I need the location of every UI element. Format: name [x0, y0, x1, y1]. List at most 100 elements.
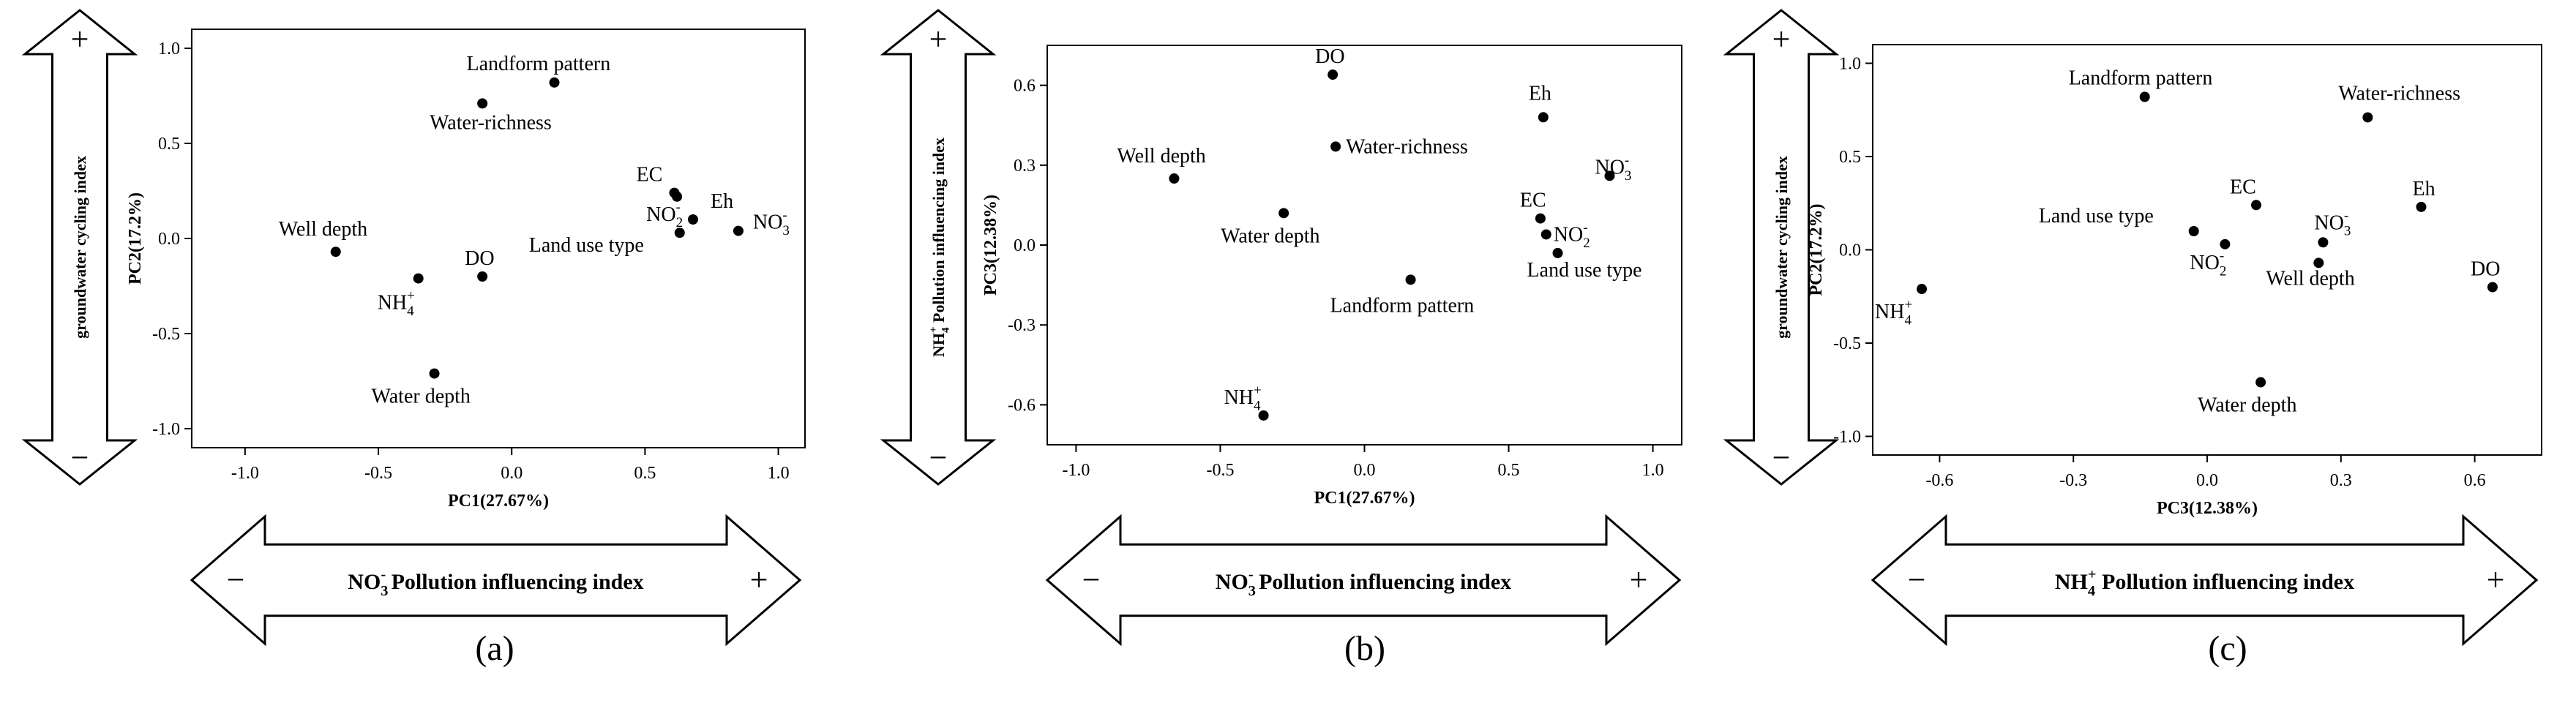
y-tick-label: 0.3 — [1014, 157, 1036, 176]
h-arrow-minus: − — [1908, 562, 1926, 598]
data-point — [1535, 213, 1546, 224]
y-axis-title: PC3(12.38%) — [981, 195, 1000, 296]
data-point — [477, 271, 488, 282]
y-axis-title: PC2(17.2%) — [126, 192, 145, 285]
x-tick-label: 0.0 — [1354, 461, 1376, 480]
data-point — [1328, 69, 1338, 80]
point-label: Landform pattern — [467, 53, 611, 75]
point-label: Water-richness — [430, 111, 552, 134]
panel-3: -0.6 -0.3 0.0 0.3 0.6 -1.0 -0.5 0.0 0.5 1.0 PC3(12… — [1723, 9, 2542, 668]
v-arrow-label-group: groundwater cycling index — [1772, 156, 1791, 339]
h-arrow-label: NO3- Pollution influencing index — [1216, 567, 1511, 600]
point-label: NH4+ — [1875, 297, 1912, 328]
x-tick-label: -1.0 — [231, 464, 259, 483]
point-label: Water depth — [1221, 225, 1319, 247]
vertical-index-arrow — [880, 9, 997, 486]
horizontal-index-arrow — [1045, 514, 1682, 647]
point-label: Eh — [2412, 178, 2435, 200]
point-label: EC — [2230, 176, 2256, 198]
x-axis-title: PC1(27.67%) — [448, 492, 549, 511]
point-label: Eh — [711, 190, 733, 213]
h-arrow-plus: + — [1630, 562, 1648, 598]
x-axis-title: PC3(12.38%) — [2157, 499, 2258, 518]
data-point — [429, 368, 440, 379]
data-point — [549, 77, 560, 88]
point-label: Landform pattern — [2069, 67, 2213, 89]
x-tick-label: 0.3 — [2330, 471, 2352, 490]
y-axis-title-group: PC2(17.2%) — [126, 192, 145, 285]
v-arrow-label: groundwater cycling index — [1772, 156, 1791, 339]
point-label: Water depth — [372, 386, 471, 408]
point-label: NO2- — [1554, 220, 1590, 251]
v-arrow-minus: − — [71, 440, 89, 475]
data-point — [2255, 377, 2266, 388]
v-arrow-label-group: groundwater cycling index — [71, 156, 89, 339]
y-tick-label: 0.0 — [1839, 241, 1861, 260]
data-point — [2139, 91, 2150, 102]
x-tick-label: 0.0 — [2196, 471, 2218, 490]
y-tick-label: 0.5 — [1839, 148, 1861, 167]
h-arrow-minus: − — [227, 562, 245, 598]
data-point — [1330, 141, 1341, 152]
panel-label: (b) — [1344, 629, 1385, 668]
data-point — [413, 273, 424, 284]
data-point — [1278, 208, 1289, 219]
horizontal-index-arrow — [190, 514, 802, 647]
x-tick-label: 0.6 — [2464, 471, 2486, 490]
data-point — [1604, 170, 1615, 181]
point-label: DO — [465, 247, 494, 270]
panel-label: (a) — [475, 629, 514, 668]
data-point — [2251, 200, 2262, 211]
data-point — [1405, 274, 1416, 285]
y-axis-title-group: PC3(12.38%) — [981, 195, 1000, 296]
y-tick-label: 1.0 — [158, 40, 180, 59]
x-tick-label: 0.5 — [634, 464, 656, 483]
point-label: Landform pattern — [1330, 294, 1475, 317]
h-arrow-plus: + — [2487, 562, 2505, 598]
point-label: Well depth — [279, 218, 367, 241]
point-label: NO2- — [646, 200, 683, 230]
data-point — [1538, 112, 1549, 123]
data-point — [2362, 112, 2373, 123]
y-tick-label: 1.0 — [1839, 55, 1861, 74]
x-tick-label: -0.3 — [2059, 471, 2087, 490]
h-arrow-label: NO3- Pollution influencing index — [348, 567, 643, 600]
point-label: Well depth — [2266, 267, 2354, 290]
v-arrow-minus: − — [1772, 440, 1791, 475]
vertical-index-arrow — [21, 9, 138, 486]
point-label: Land use type — [2039, 205, 2154, 228]
horizontal-index-arrow — [1871, 514, 2539, 647]
v-arrow-label: groundwater cycling index — [71, 156, 89, 339]
h-arrow-minus: − — [1082, 562, 1101, 598]
panel-1: -1.0 -0.5 0.0 0.5 1.0 -1.0 -0.5 0.0 0.5 1.0 PC1(27… — [21, 9, 806, 668]
y-axis-title: PC2(17.2%) — [1807, 204, 1826, 296]
x-tick-label: -0.5 — [1206, 461, 1234, 480]
point-label: NO3- — [753, 208, 790, 238]
point-label: NO3- — [2314, 208, 2351, 239]
point-label: Water-richness — [1346, 135, 1468, 158]
data-point — [330, 247, 341, 257]
data-point — [2416, 201, 2427, 212]
v-arrow-plus: + — [1772, 21, 1791, 57]
point-label: EC — [636, 164, 662, 187]
y-tick-label: 0.6 — [1014, 77, 1036, 96]
data-point — [1540, 229, 1551, 240]
panel-2: -1.0 -0.5 0.0 0.5 1.0 -0.6 -0.3 0.0 0.3 0.6 PC1(27… — [880, 9, 1682, 668]
y-tick-label: 0.0 — [158, 230, 180, 249]
h-arrow-label: NH4+ Pollution influencing index — [2055, 567, 2354, 600]
data-point — [2487, 282, 2498, 293]
point-label: NH4+ — [378, 288, 415, 319]
point-label: EC — [1520, 189, 1546, 212]
data-point — [672, 191, 683, 202]
x-tick-label: 0.5 — [1498, 461, 1520, 480]
data-point — [2313, 257, 2324, 268]
v-arrow-minus: − — [929, 440, 948, 475]
x-tick-label: -0.6 — [1925, 471, 1953, 490]
data-point — [2220, 238, 2231, 249]
panel-label: (c) — [2208, 629, 2247, 668]
point-label: Well depth — [1117, 145, 1205, 168]
y-tick-label: -0.5 — [152, 325, 180, 344]
v-arrow-label: NH4+ Pollution influencing index — [928, 138, 952, 357]
data-point — [1258, 410, 1269, 421]
y-tick-label: -1.0 — [152, 420, 180, 439]
